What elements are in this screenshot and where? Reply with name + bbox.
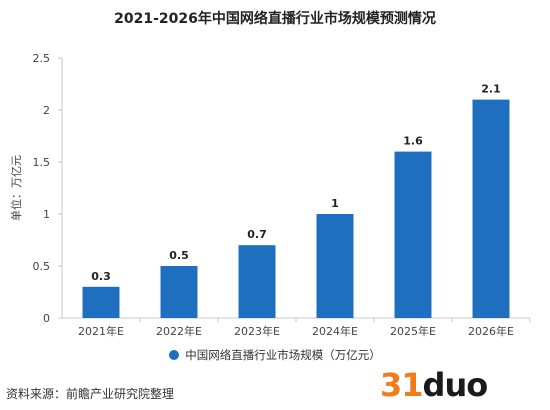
data-label: 0.3 xyxy=(91,270,111,283)
x-tick-label: 2022年E xyxy=(156,324,202,338)
source-note: 资料来源：前瞻产业研究院整理 xyxy=(6,387,175,401)
data-label: 1.6 xyxy=(403,135,423,148)
bar xyxy=(394,151,432,318)
bar xyxy=(316,214,354,318)
y-tick-label: 1.5 xyxy=(33,156,51,169)
data-label: 1 xyxy=(331,197,339,210)
y-tick-label: 0.5 xyxy=(33,260,51,273)
legend-marker xyxy=(169,350,180,360)
y-tick-label: 0 xyxy=(43,312,50,325)
legend-label: 中国网络直播行业市场规模（万亿元） xyxy=(185,348,381,362)
bar xyxy=(238,245,276,318)
bar xyxy=(472,99,510,318)
chart-title: 2021-2026年中国网络直播行业市场规模预测情况 xyxy=(114,11,436,27)
data-label: 2.1 xyxy=(481,83,501,96)
bar-chart: 0 0.5 1 1.5 2 2.5 单位：万亿元 0.3 2021年E 0.5 2022年E 0.7 2… xyxy=(9,52,531,338)
legend: 中国网络直播行业市场规模（万亿元） xyxy=(0,347,550,363)
y-axis-title: 单位：万亿元 xyxy=(9,155,23,221)
x-tick-label: 2021年E xyxy=(78,324,124,338)
bar xyxy=(82,286,120,318)
x-tick-label: 2023年E xyxy=(234,324,280,338)
x-tick-label: 2025年E xyxy=(390,324,436,338)
watermark-logo: 31duo xyxy=(380,366,489,404)
x-tick-label: 2026年E xyxy=(468,324,514,338)
data-label: 0.5 xyxy=(169,249,189,262)
x-tick-label: 2024年E xyxy=(312,324,358,338)
y-tick-label: 2 xyxy=(43,104,50,117)
y-tick-label: 2.5 xyxy=(33,52,51,65)
data-label: 0.7 xyxy=(247,228,267,241)
y-tick-label: 1 xyxy=(43,208,50,221)
watermark-word: duo xyxy=(422,366,489,404)
watermark-number: 31 xyxy=(380,366,424,404)
bar xyxy=(160,266,198,318)
